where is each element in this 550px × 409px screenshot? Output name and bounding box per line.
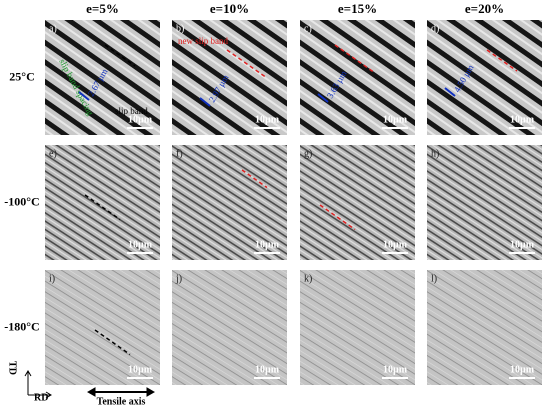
- scale-bar-label: 10µm: [383, 239, 408, 250]
- scale-bar-label: 10µm: [510, 114, 535, 125]
- scale-bar-label: 10µm: [255, 114, 280, 125]
- micrograph: [172, 20, 287, 135]
- scale-bar-label: 10µm: [510, 239, 535, 250]
- micrograph-panel: h) 10µm: [427, 145, 542, 260]
- slip-band-marker: [84, 194, 121, 221]
- spacing-marker: [444, 87, 456, 97]
- micrograph: [427, 20, 542, 135]
- micrograph-panel: j) 10µm: [172, 270, 287, 385]
- slip-band-marker: [486, 49, 518, 72]
- scale-bar-label: 10µm: [383, 114, 408, 125]
- annotation: slip band: [115, 106, 148, 116]
- column-header: e=10%: [210, 1, 249, 16]
- micrograph: [300, 20, 415, 135]
- slip-band-marker: [241, 169, 268, 189]
- micrograph-panel: g) 10µm: [300, 145, 415, 260]
- scale-bar-label: 10µm: [128, 114, 153, 125]
- panel-letter: f): [176, 148, 183, 159]
- panel-letter: c): [304, 23, 312, 34]
- slip-band-marker: [94, 329, 131, 356]
- panel-letter: g): [304, 148, 312, 159]
- micrograph-panel: f) 10µm: [172, 145, 287, 260]
- micrograph-panel: e) 10µm: [45, 145, 160, 260]
- scale-bar-label: 10µm: [255, 364, 280, 375]
- slip-band-marker: [319, 204, 356, 231]
- axis-label-rd: RD: [34, 392, 48, 403]
- panel-letter: a): [49, 23, 57, 34]
- micrograph: [172, 145, 287, 260]
- panel-letter: k): [304, 273, 312, 284]
- column-header: e=20%: [465, 1, 504, 16]
- micrograph: [45, 270, 160, 385]
- annotation: new slip band: [178, 36, 228, 46]
- slip-band-marker: [104, 44, 136, 67]
- micrograph-panel: i) 10µm: [45, 270, 160, 385]
- micrograph: [427, 145, 542, 260]
- scale-bar-label: 10µm: [255, 239, 280, 250]
- orientation-axes: [24, 370, 156, 399]
- micrograph: [427, 270, 542, 385]
- micrograph: [300, 145, 415, 260]
- micrograph-panel: k) 10µm: [300, 270, 415, 385]
- micrograph: [300, 270, 415, 385]
- spacing-marker: [199, 97, 211, 107]
- panel-letter: j): [175, 273, 182, 284]
- panel-letter: i): [49, 273, 55, 284]
- slip-band-marker: [226, 49, 268, 79]
- row-label: -180°C: [4, 319, 39, 333]
- micrograph-panel: l) 10µm: [427, 270, 542, 385]
- scale-bar-label: 10µm: [510, 364, 535, 375]
- column-header: e=5%: [86, 1, 119, 16]
- spacing-marker: [78, 91, 90, 101]
- panel-letter: d): [431, 23, 439, 34]
- column-header: e=15%: [338, 1, 377, 16]
- tensile-axis-label: Tensile axis: [97, 396, 146, 407]
- micrograph: [45, 145, 160, 260]
- panel-letter: b): [176, 23, 184, 34]
- panel-letter: h): [431, 148, 439, 159]
- axis-label-td: TD: [7, 361, 18, 375]
- row-label: -100°C: [4, 194, 39, 208]
- scale-bar-label: 10µm: [383, 364, 408, 375]
- micrograph: [45, 20, 160, 135]
- scale-bar-label: 10µm: [128, 364, 153, 375]
- micrograph: [172, 270, 287, 385]
- row-label: 25°C: [9, 69, 34, 83]
- slip-band-marker: [334, 44, 376, 74]
- scale-bar-label: 10µm: [128, 239, 153, 250]
- panel-letter: l): [431, 273, 437, 284]
- panel-letter: e): [49, 148, 57, 159]
- spacing-marker: [317, 93, 329, 103]
